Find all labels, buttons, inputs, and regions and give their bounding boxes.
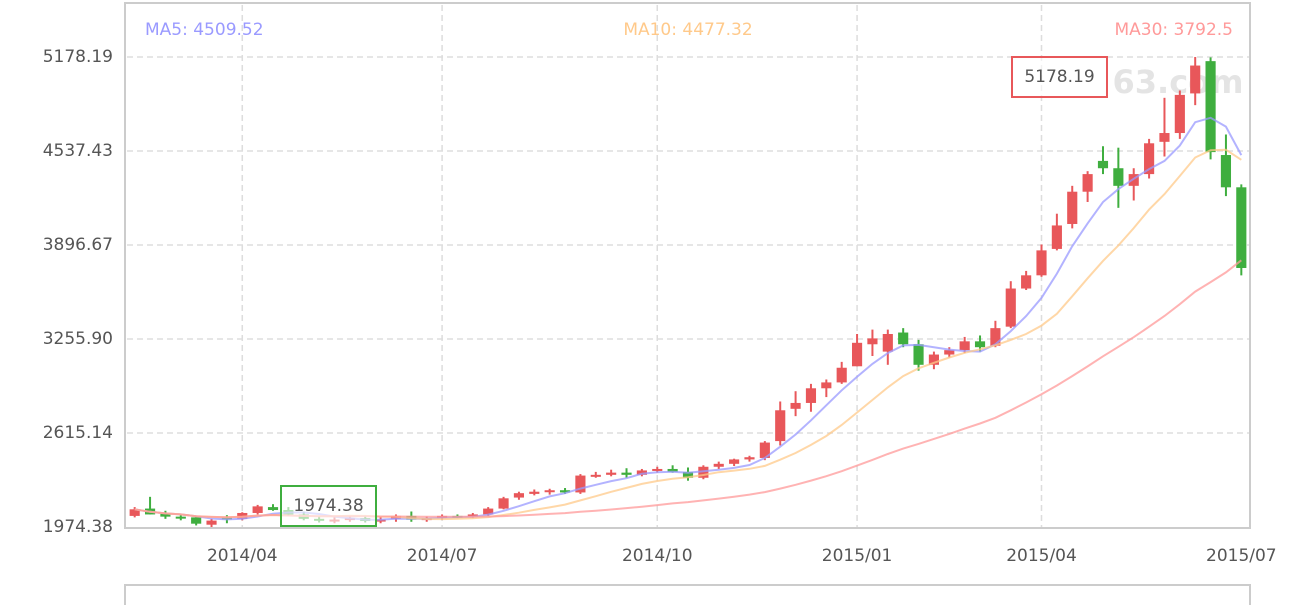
candle-body — [559, 490, 571, 493]
x-tick-label: 2015/04 — [1006, 546, 1077, 566]
candle-body — [1051, 225, 1062, 249]
candle-body — [1144, 143, 1155, 175]
marker-box — [1011, 56, 1108, 99]
candle-body — [1082, 174, 1093, 192]
candle-body — [898, 332, 909, 345]
legend-entry: MA30: 3792.5 — [1114, 20, 1233, 40]
candle-body — [652, 468, 663, 471]
candle-body — [836, 367, 847, 383]
candle-body — [1174, 94, 1185, 134]
candle-body — [636, 470, 647, 475]
candle-body — [851, 342, 863, 367]
candle-body — [606, 472, 617, 475]
y-tick-label: 2615.14 — [43, 423, 113, 443]
candle-body — [575, 475, 586, 493]
candle-body — [1113, 168, 1124, 186]
candle-body — [913, 344, 924, 365]
marker-label: 1974.38 — [293, 496, 363, 516]
candle-body — [1190, 65, 1201, 94]
candle-body — [1220, 155, 1232, 188]
candle-body — [1205, 61, 1216, 153]
watermark: 63.com — [1113, 63, 1244, 101]
marker-label: 5178.19 — [1024, 67, 1094, 87]
candle-body — [882, 334, 893, 352]
candle-body — [698, 466, 709, 478]
candle-body — [129, 509, 140, 516]
y-tick-label: 5178.19 — [43, 47, 113, 67]
candle-body — [160, 513, 171, 517]
candle-body — [621, 472, 632, 475]
candle-body — [759, 442, 770, 458]
legend-entry: MA5: 4509.52 — [145, 20, 264, 40]
candle-body — [1236, 187, 1247, 268]
legend-entry: MA10: 4477.32 — [623, 20, 752, 40]
marker-box — [280, 485, 377, 527]
candle-body — [867, 338, 878, 345]
candle-body — [221, 517, 232, 520]
candle-body — [790, 402, 801, 409]
y-tick-label: 4537.43 — [43, 141, 113, 161]
candle-body — [206, 520, 217, 525]
plot-frame — [124, 2, 1251, 529]
candle-body — [959, 341, 970, 351]
candle-body — [252, 506, 263, 513]
candle-body — [175, 516, 186, 519]
candle-body — [544, 490, 555, 493]
candle-body — [821, 382, 832, 389]
candle-body — [775, 410, 786, 442]
ma-line — [134, 116, 1243, 521]
candle-body — [1036, 250, 1047, 276]
candle-body — [944, 350, 955, 355]
volume-frame — [124, 584, 1251, 605]
candle-body — [928, 354, 939, 365]
candle-body — [990, 328, 1001, 346]
candle-body — [267, 507, 279, 511]
x-tick-label: 2014/04 — [207, 546, 278, 566]
candle-body — [974, 341, 986, 348]
candle-body — [498, 498, 509, 509]
candle-body — [682, 471, 694, 478]
candle-body — [1021, 275, 1032, 289]
candle-body — [744, 457, 755, 460]
candle-body — [191, 517, 202, 524]
x-tick-label: 2015/01 — [822, 546, 893, 566]
candle-body — [483, 508, 494, 515]
y-tick-label: 1974.38 — [43, 517, 113, 537]
candle-body — [805, 388, 817, 403]
candle-body — [729, 459, 740, 464]
x-tick-label: 2014/10 — [622, 546, 693, 566]
candle-body — [1097, 160, 1109, 169]
y-tick-label: 3255.90 — [43, 329, 113, 349]
candle-body — [513, 493, 525, 498]
candle-body — [713, 463, 724, 467]
candle-body — [1067, 191, 1078, 224]
candle-body — [590, 474, 601, 477]
x-tick-label: 2015/07 — [1206, 546, 1277, 566]
candle-body — [667, 468, 678, 472]
candle-body — [529, 491, 540, 494]
x-tick-label: 2014/07 — [407, 546, 478, 566]
candle-body — [1159, 133, 1170, 142]
candle-body — [467, 514, 478, 517]
candle-body — [1005, 288, 1016, 327]
y-tick-label: 3896.67 — [43, 235, 113, 255]
